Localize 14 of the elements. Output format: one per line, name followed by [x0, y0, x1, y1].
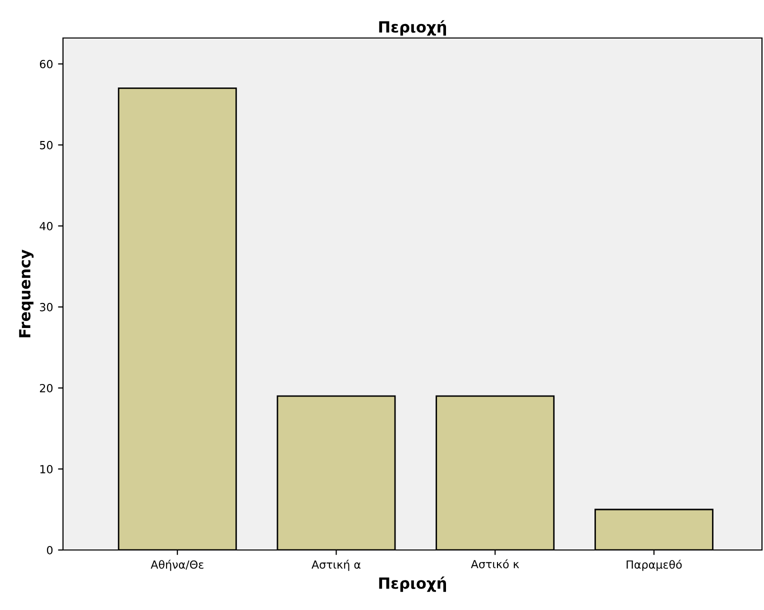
y-tick-label: 10 — [40, 464, 53, 474]
y-axis-title: Frequency — [19, 250, 34, 338]
chart-title: Περιοχή — [379, 20, 446, 36]
y-tick-label: 30 — [40, 302, 53, 312]
y-tick-label: 40 — [40, 222, 53, 230]
x-axis-title: Περιοχή — [379, 576, 446, 592]
x-tick-label: Αστική α — [312, 560, 360, 571]
y-tick-label: 20 — [40, 384, 53, 392]
x-tick-label: Παραμεθό — [626, 560, 682, 571]
y-tick-label: 0 — [46, 546, 53, 554]
y-tick-label: 50 — [40, 140, 53, 150]
x-tick-label: Αστικό κ — [470, 559, 520, 568]
y-tick-label: 60 — [40, 60, 53, 68]
x-tick-label: Αθήνα/Θε — [150, 560, 204, 571]
